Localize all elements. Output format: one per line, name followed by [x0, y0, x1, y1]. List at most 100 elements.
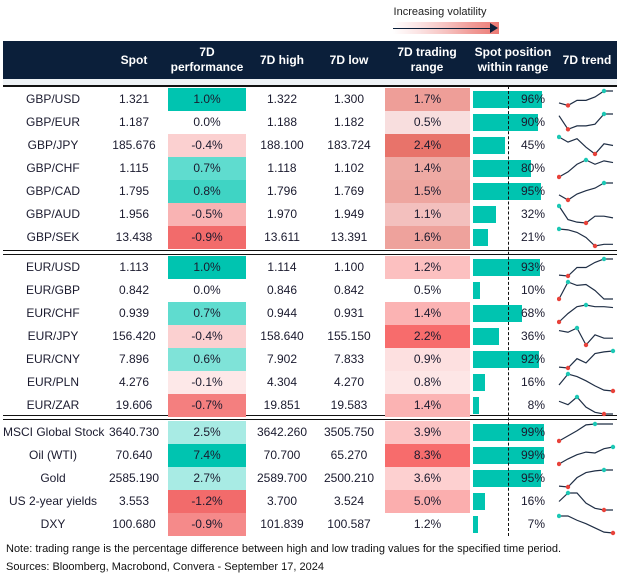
spot-position-bar	[473, 183, 542, 200]
trading-range-cell: 8.3%	[385, 444, 470, 467]
spot-value: 70.640	[115, 448, 153, 462]
spot-position-label: 8%	[527, 398, 545, 412]
row-label: Gold	[40, 471, 66, 485]
volatility-legend-label: Increasing volatility	[393, 6, 487, 18]
high-value: 1.188	[266, 115, 298, 129]
low-value: 0.842	[333, 283, 365, 297]
high-value: 1.118	[267, 161, 297, 175]
trend-max-dot	[557, 226, 562, 232]
performance-cell: 1.0%	[168, 88, 246, 111]
trend-max-dot	[610, 348, 616, 354]
high-value: 4.304	[266, 375, 298, 389]
table-row: EUR/CHF 0.939 0.7% 0.944 0.931 1.4% 68%	[3, 302, 617, 325]
table-row: GBP/CHF 1.115 0.7% 1.118 1.102 1.4% 80%	[3, 157, 617, 180]
trend-min-dot	[557, 296, 562, 302]
row-label: GBP/AUD	[25, 207, 80, 221]
trading-range-cell: 0.5%	[413, 283, 442, 297]
trend-min-dot	[583, 220, 589, 226]
trend-max-dot	[574, 394, 580, 400]
performance-cell: 0.0%	[193, 115, 221, 129]
performance-cell: 1.0%	[168, 256, 246, 279]
high-value: 3.700	[266, 494, 298, 508]
spot-value: 2585.190	[108, 471, 160, 485]
performance-cell: 2.5%	[168, 421, 246, 444]
high-value: 1.796	[266, 184, 298, 198]
trend-min-dot	[565, 273, 571, 279]
trend-line	[558, 113, 613, 131]
trend-line	[559, 515, 614, 534]
trend-min-dot	[565, 127, 571, 132]
divider	[3, 254, 617, 255]
performance-cell: -0.5%	[168, 203, 246, 226]
trend-sparkline	[558, 256, 613, 279]
spot-position-bar	[473, 374, 485, 391]
trading-range-cell: 1.4%	[385, 394, 470, 417]
table-row: GBP/USD 1.321 1.0% 1.322 1.300 1.7% 96%	[3, 88, 617, 111]
spot-value: 0.939	[118, 306, 150, 320]
trend-max-dot	[557, 203, 562, 209]
spot-value: 1.113	[119, 260, 149, 274]
high-value: 1.970	[266, 207, 298, 221]
trend-line	[558, 258, 613, 277]
trend-sparkline	[558, 111, 613, 132]
performance-cell: -1.2%	[168, 490, 246, 513]
trend-max-dot	[583, 157, 589, 163]
row-label: DXY	[40, 517, 66, 531]
low-value: 100.587	[327, 517, 371, 531]
trend-max-dot	[601, 467, 607, 473]
performance-cell: -0.9%	[168, 226, 246, 249]
trend-max-dot	[565, 490, 571, 496]
spot-position-label: 10%	[520, 283, 545, 297]
low-value: 0.931	[333, 306, 365, 320]
low-value: 1.949	[333, 207, 365, 221]
low-value: 183.724	[327, 138, 371, 152]
spot-value: 19.606	[115, 398, 153, 412]
spot-position-bar	[473, 470, 542, 487]
trend-min-dot	[610, 530, 616, 536]
trend-min-dot	[583, 342, 589, 348]
trend-min-dot	[557, 319, 562, 325]
performance-cell: -0.1%	[168, 371, 246, 394]
spot-position-label: 99%	[520, 425, 545, 439]
table-row: MSCI Global Stock 3640.730 2.5% 3642.260 350…	[3, 421, 617, 444]
trend-sparkline	[558, 467, 613, 490]
low-value: 19.583	[330, 398, 368, 412]
trend-sparkline	[558, 371, 616, 394]
trend-line	[558, 469, 613, 488]
spot-position-label: 93%	[520, 260, 545, 274]
spot-position-bar	[473, 516, 478, 533]
trend-sparkline	[557, 279, 613, 302]
trend-sparkline	[558, 348, 616, 371]
spot-position-label: 95%	[520, 184, 545, 198]
high-value: 158.640	[260, 329, 304, 343]
high-value: 13.611	[264, 230, 300, 244]
spot-value: 3640.730	[108, 425, 160, 439]
performance-cell: -0.4%	[168, 325, 246, 348]
low-value: 2500.210	[323, 471, 375, 485]
spot-value: 0.842	[118, 283, 150, 297]
high-value: 0.846	[266, 283, 298, 297]
table-row: EUR/GBP 0.842 0.0% 0.846 0.842 0.5% 10%	[3, 279, 617, 302]
trend-max-dot	[601, 256, 607, 262]
table-row: EUR/USD 1.113 1.0% 1.114 1.100 1.2% 93%	[3, 256, 617, 279]
trading-range-cell: 1.4%	[385, 157, 470, 180]
performance-cell: 0.0%	[193, 283, 221, 297]
spot-value: 4.276	[118, 375, 150, 389]
row-label: EUR/ZAR	[26, 398, 80, 412]
header-7d-trading-range: 7D trading range	[397, 45, 457, 74]
trend-min-dot	[601, 411, 607, 417]
spot-position-bar	[473, 114, 538, 131]
table-row: GBP/AUD 1.956 -0.5% 1.970 1.949 1.1% 32%	[3, 203, 617, 226]
trend-max-dot	[583, 302, 589, 308]
table-row: DXY 100.680 -0.9% 101.839 100.587 1.2% 7%	[3, 513, 617, 536]
row-label: GBP/CHF	[26, 161, 80, 175]
trading-range-cell: 3.6%	[385, 467, 470, 490]
high-value: 0.944	[266, 306, 298, 320]
table-row: US 2-year yields 3.553 -1.2% 3.700 3.524 5.0%…	[3, 490, 617, 513]
trend-min-dot	[557, 438, 562, 444]
high-value: 70.700	[263, 448, 301, 462]
spot-position-bar	[473, 328, 499, 345]
trend-line	[558, 396, 613, 415]
trend-max-dot	[565, 279, 571, 285]
